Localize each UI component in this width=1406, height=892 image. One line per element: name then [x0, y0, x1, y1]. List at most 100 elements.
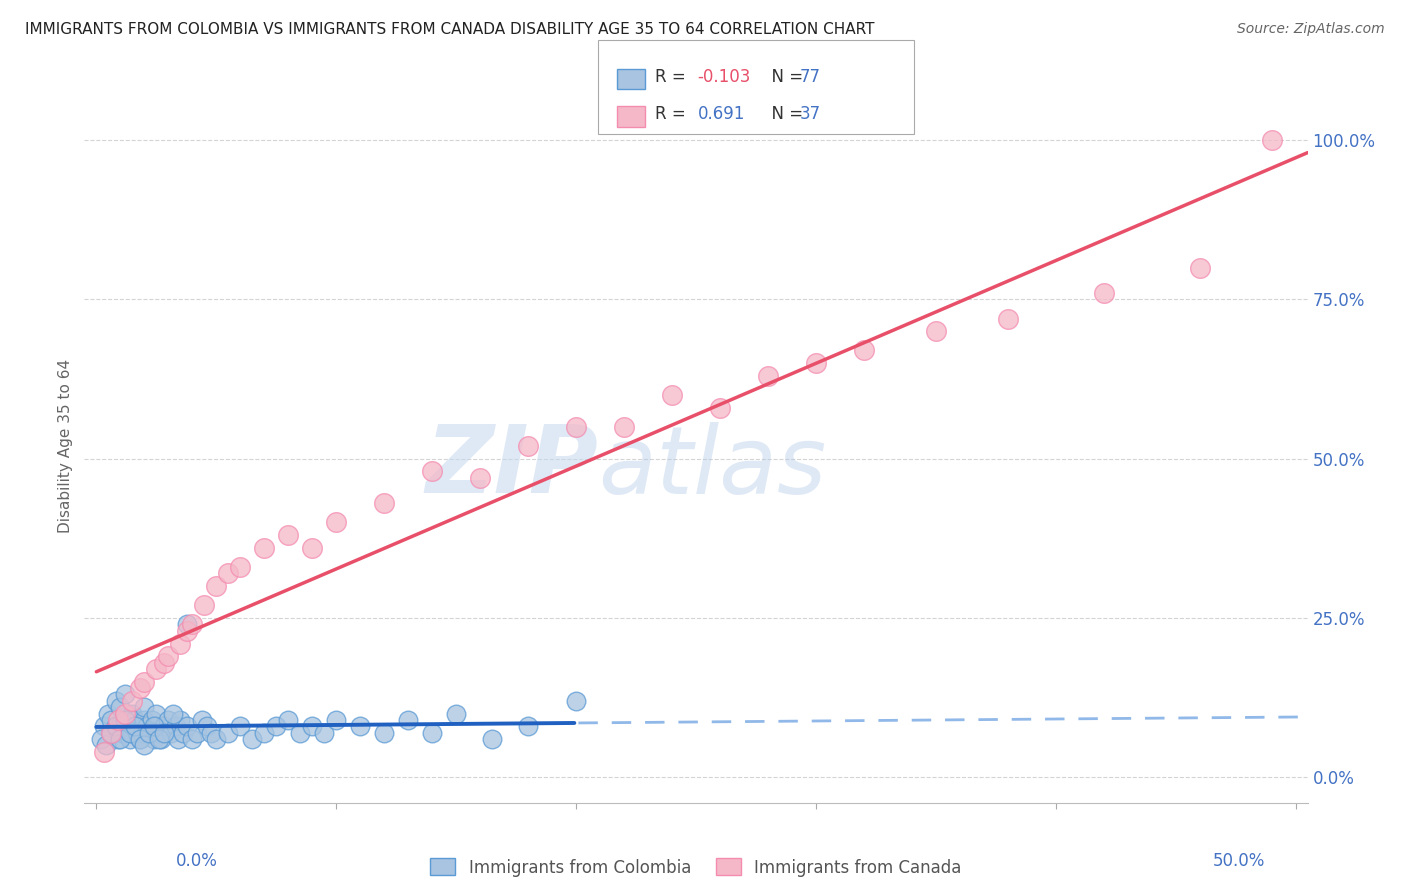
Point — [420, 725, 443, 739]
Point — [162, 706, 184, 721]
Point — [172, 725, 194, 739]
Point — [114, 713, 136, 727]
Point — [97, 706, 120, 721]
Point — [1260, 133, 1282, 147]
Point — [118, 732, 141, 747]
Point — [165, 719, 187, 733]
Point — [157, 649, 180, 664]
Point — [131, 725, 153, 739]
Point — [444, 706, 467, 721]
Point — [314, 725, 336, 739]
Point — [152, 656, 174, 670]
Point — [117, 719, 139, 733]
Point — [107, 732, 129, 747]
Point — [90, 732, 112, 747]
Point — [277, 528, 299, 542]
Point — [100, 713, 122, 727]
Point — [148, 732, 170, 747]
Point — [167, 732, 190, 747]
Point — [1092, 286, 1115, 301]
Point — [145, 706, 167, 721]
Text: 0.691: 0.691 — [697, 105, 745, 123]
Point — [93, 745, 115, 759]
Point — [148, 725, 170, 739]
Point — [565, 694, 588, 708]
Point — [229, 719, 252, 733]
Point — [181, 732, 204, 747]
Point — [127, 719, 149, 733]
Point — [141, 713, 163, 727]
Point — [94, 739, 117, 753]
Point — [205, 732, 228, 747]
Point — [138, 725, 160, 739]
Point — [756, 368, 779, 383]
Point — [301, 719, 323, 733]
Point — [565, 420, 588, 434]
Point — [349, 719, 371, 733]
Point — [1188, 260, 1211, 275]
Point — [396, 713, 419, 727]
Point — [114, 706, 136, 721]
Point — [104, 719, 127, 733]
Point — [852, 343, 875, 358]
Point — [290, 725, 312, 739]
Point — [104, 694, 127, 708]
Point — [925, 324, 948, 338]
Point — [373, 496, 395, 510]
Point — [101, 725, 124, 739]
Point — [517, 719, 540, 733]
Text: 77: 77 — [800, 68, 821, 86]
Point — [107, 713, 129, 727]
Point — [159, 725, 181, 739]
Point — [134, 739, 156, 753]
Point — [121, 694, 143, 708]
Text: ZIP: ZIP — [425, 421, 598, 514]
Point — [468, 471, 491, 485]
Point — [128, 732, 150, 747]
Point — [134, 674, 156, 689]
Point — [176, 624, 198, 638]
Point — [169, 636, 191, 650]
Point — [217, 566, 239, 581]
Point — [176, 719, 198, 733]
Point — [114, 713, 136, 727]
Point — [110, 700, 132, 714]
Point — [253, 725, 276, 739]
Point — [264, 719, 287, 733]
Text: N =: N = — [761, 105, 808, 123]
Point — [997, 311, 1019, 326]
Point — [217, 725, 239, 739]
Point — [176, 617, 198, 632]
Point — [200, 725, 222, 739]
Point — [152, 719, 174, 733]
Point — [186, 725, 208, 739]
Point — [195, 719, 218, 733]
Point — [373, 725, 395, 739]
Point — [325, 516, 347, 530]
Point — [157, 713, 180, 727]
Text: N =: N = — [761, 68, 808, 86]
Point — [145, 662, 167, 676]
Point — [111, 725, 134, 739]
Point — [301, 541, 323, 555]
Point — [134, 700, 156, 714]
Point — [142, 719, 165, 733]
Point — [240, 732, 263, 747]
Point — [100, 725, 122, 739]
Point — [118, 725, 141, 739]
Text: R =: R = — [655, 68, 692, 86]
Text: Source: ZipAtlas.com: Source: ZipAtlas.com — [1237, 22, 1385, 37]
Text: 50.0%: 50.0% — [1213, 852, 1265, 870]
Point — [100, 725, 122, 739]
Point — [93, 719, 115, 733]
Point — [661, 388, 683, 402]
Point — [128, 732, 150, 747]
Point — [124, 713, 146, 727]
Point — [181, 617, 204, 632]
Point — [517, 439, 540, 453]
Point — [138, 725, 160, 739]
Text: 0.0%: 0.0% — [176, 852, 218, 870]
Text: R =: R = — [655, 105, 692, 123]
Point — [804, 356, 827, 370]
Point — [121, 706, 143, 721]
